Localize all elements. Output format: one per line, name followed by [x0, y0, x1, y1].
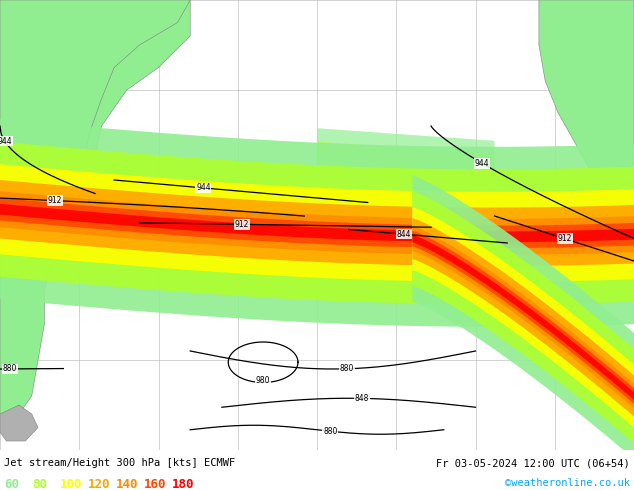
Text: 880: 880	[323, 427, 337, 436]
Text: 180: 180	[172, 478, 195, 490]
Polygon shape	[0, 191, 634, 255]
Polygon shape	[0, 142, 634, 304]
Text: 912: 912	[557, 234, 572, 243]
Polygon shape	[0, 0, 190, 427]
Text: 140: 140	[116, 478, 138, 490]
Text: 912: 912	[235, 220, 249, 229]
Polygon shape	[51, 162, 139, 239]
Text: 880: 880	[340, 364, 354, 373]
Text: 60: 60	[4, 478, 19, 490]
Text: 944: 944	[475, 159, 489, 168]
Text: 848: 848	[355, 394, 369, 403]
Text: 100: 100	[60, 478, 82, 490]
Text: 944: 944	[196, 183, 210, 193]
Polygon shape	[0, 180, 634, 266]
Polygon shape	[0, 204, 634, 242]
Text: 980: 980	[256, 376, 270, 385]
Text: 844: 844	[397, 230, 411, 239]
Text: 880: 880	[3, 365, 17, 373]
Text: 944: 944	[0, 137, 12, 146]
Text: 912: 912	[48, 196, 62, 205]
Polygon shape	[0, 198, 634, 248]
Text: 80: 80	[32, 478, 47, 490]
Polygon shape	[0, 119, 634, 327]
Polygon shape	[317, 128, 495, 222]
Polygon shape	[539, 0, 634, 189]
Text: 160: 160	[144, 478, 167, 490]
Polygon shape	[0, 164, 634, 282]
Polygon shape	[317, 142, 495, 208]
Text: 120: 120	[88, 478, 110, 490]
Polygon shape	[51, 144, 139, 256]
Text: Jet stream/Height 300 hPa [kts] ECMWF: Jet stream/Height 300 hPa [kts] ECMWF	[4, 458, 235, 468]
Text: ©weatheronline.co.uk: ©weatheronline.co.uk	[505, 478, 630, 488]
Text: Fr 03-05-2024 12:00 UTC (06+54): Fr 03-05-2024 12:00 UTC (06+54)	[436, 458, 630, 468]
Polygon shape	[0, 0, 190, 247]
Polygon shape	[0, 405, 38, 441]
